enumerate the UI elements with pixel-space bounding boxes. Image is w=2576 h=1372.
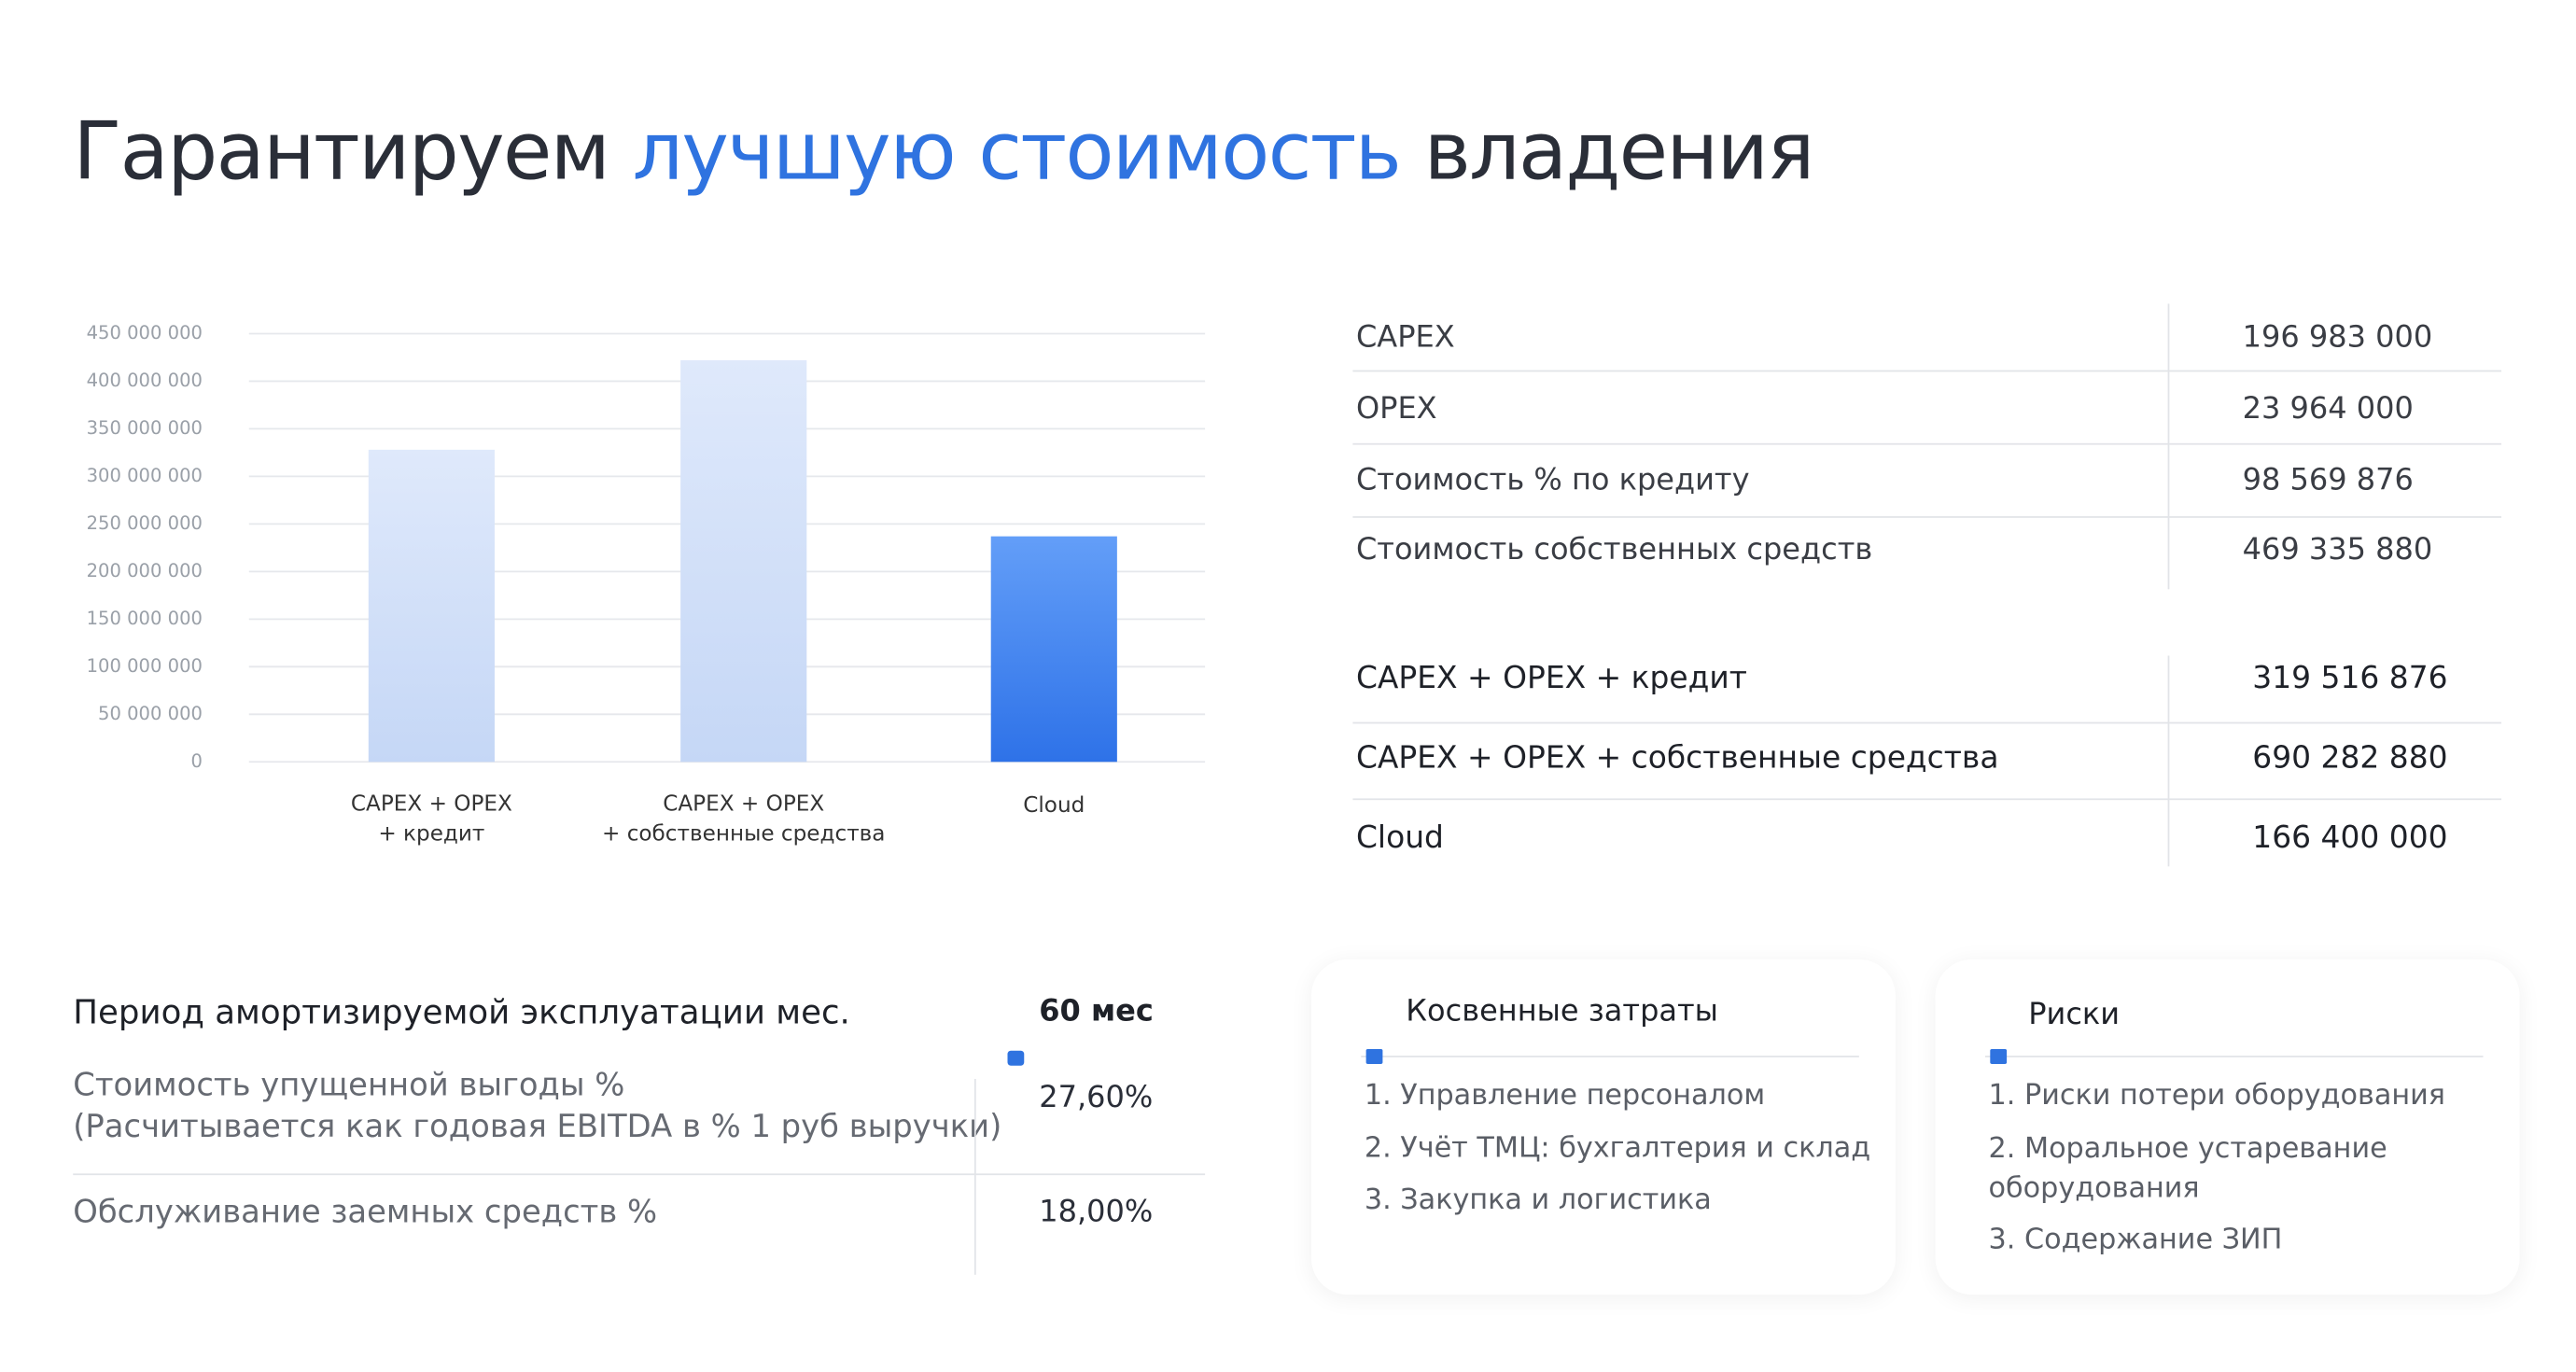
bar — [680, 360, 807, 763]
cell-value: 166 400 000 — [2252, 820, 2448, 856]
y-tick-label: 150 000 000 — [87, 608, 203, 629]
column-divider — [2167, 655, 2170, 867]
title-highlight: лучшую стоимость — [632, 105, 1402, 199]
column-divider — [973, 1078, 976, 1275]
card-item: 1. Риски потери оборудования — [1988, 1079, 2445, 1113]
row-label: Стоимость упущенной выгоды % (Расчитывае… — [73, 1067, 1002, 1146]
card-divider — [1984, 1056, 2484, 1057]
y-tick-label: 0 — [191, 750, 203, 772]
row-divider — [1352, 442, 2502, 445]
cell-label: CAPEX + OPEX + собственные средства — [1355, 741, 1999, 777]
title: Гарантируем лучшую стоимость владения — [73, 99, 1815, 206]
card-item: 1. Управление персоналом — [1364, 1079, 1766, 1113]
cell-label: CAPEX — [1355, 319, 1455, 356]
calendar-icon — [1007, 1050, 1025, 1066]
y-tick-label: 100 000 000 — [87, 655, 203, 677]
title-part: владения — [1423, 105, 1815, 199]
cell-label: Стоимость % по кредиту — [1355, 462, 1750, 498]
x-tick-label: CAPEX + OPEX + собственные средства — [601, 792, 886, 847]
card-title: Риски — [2028, 997, 2121, 1032]
cell-label: Стоимость собственных средств — [1355, 532, 1873, 567]
column-divider — [2167, 303, 2170, 590]
y-tick-label: 200 000 000 — [87, 560, 203, 581]
row-divider — [73, 1173, 1206, 1176]
cell-label: OPEX — [1355, 391, 1437, 427]
x-tick-label: CAPEX + OPEX + кредит — [350, 792, 512, 847]
y-tick-label: 50 000 000 — [98, 703, 203, 724]
card-item: 2. Моральное устаревание оборудования — [1988, 1132, 2387, 1206]
cell-label: Cloud — [1355, 820, 1444, 856]
bar — [368, 449, 495, 763]
card-item: 2. Учёт ТМЦ: бухгалтерия и склад — [1364, 1132, 1871, 1166]
card-icon — [1365, 1048, 1383, 1064]
row-value: 18,00% — [1039, 1195, 1154, 1230]
row-label: Обслуживание заемных средств % — [73, 1194, 658, 1231]
cell-value: 196 983 000 — [2242, 319, 2433, 356]
card-item: 3. Закупка и логистика — [1364, 1183, 1712, 1217]
row-divider — [1352, 721, 2502, 724]
y-tick-label: 450 000 000 — [87, 322, 203, 343]
header-value: 60 мес — [1039, 993, 1154, 1029]
x-tick-label: Cloud — [1023, 793, 1085, 819]
card — [1935, 959, 2520, 1295]
y-tick-label: 300 000 000 — [87, 465, 203, 486]
y-tick-label: 250 000 000 — [87, 512, 203, 534]
card — [1310, 959, 1896, 1295]
y-tick-label: 400 000 000 — [87, 370, 203, 391]
card-icon — [1990, 1048, 2008, 1064]
title-part: Гарантируем — [73, 105, 610, 199]
cell-value: 469 335 880 — [2242, 532, 2433, 567]
cell-value: 690 282 880 — [2252, 741, 2448, 777]
row-divider — [1352, 798, 2502, 801]
cell-value: 23 964 000 — [2242, 391, 2414, 427]
cell-value: 319 516 876 — [2252, 661, 2448, 697]
card-divider — [1361, 1056, 1859, 1057]
row-divider — [1352, 516, 2502, 518]
y-tick-label: 350 000 000 — [87, 417, 203, 439]
cell-label: CAPEX + OPEX + кредит — [1355, 661, 1747, 697]
card-title: Косвенные затраты — [1406, 993, 1718, 1029]
card-item: 3. Содержание ЗИП — [1988, 1223, 2283, 1257]
header-label: Период амортизируемой эксплуатации мес. — [73, 991, 850, 1032]
row-divider — [1352, 370, 2502, 372]
chart: 0 50 000 000 100 000 000 150 000 000 200 000… — [87, 322, 1206, 772]
row-value: 27,60% — [1039, 1080, 1154, 1115]
cell-value: 98 569 876 — [2242, 462, 2414, 498]
bar — [990, 536, 1117, 763]
